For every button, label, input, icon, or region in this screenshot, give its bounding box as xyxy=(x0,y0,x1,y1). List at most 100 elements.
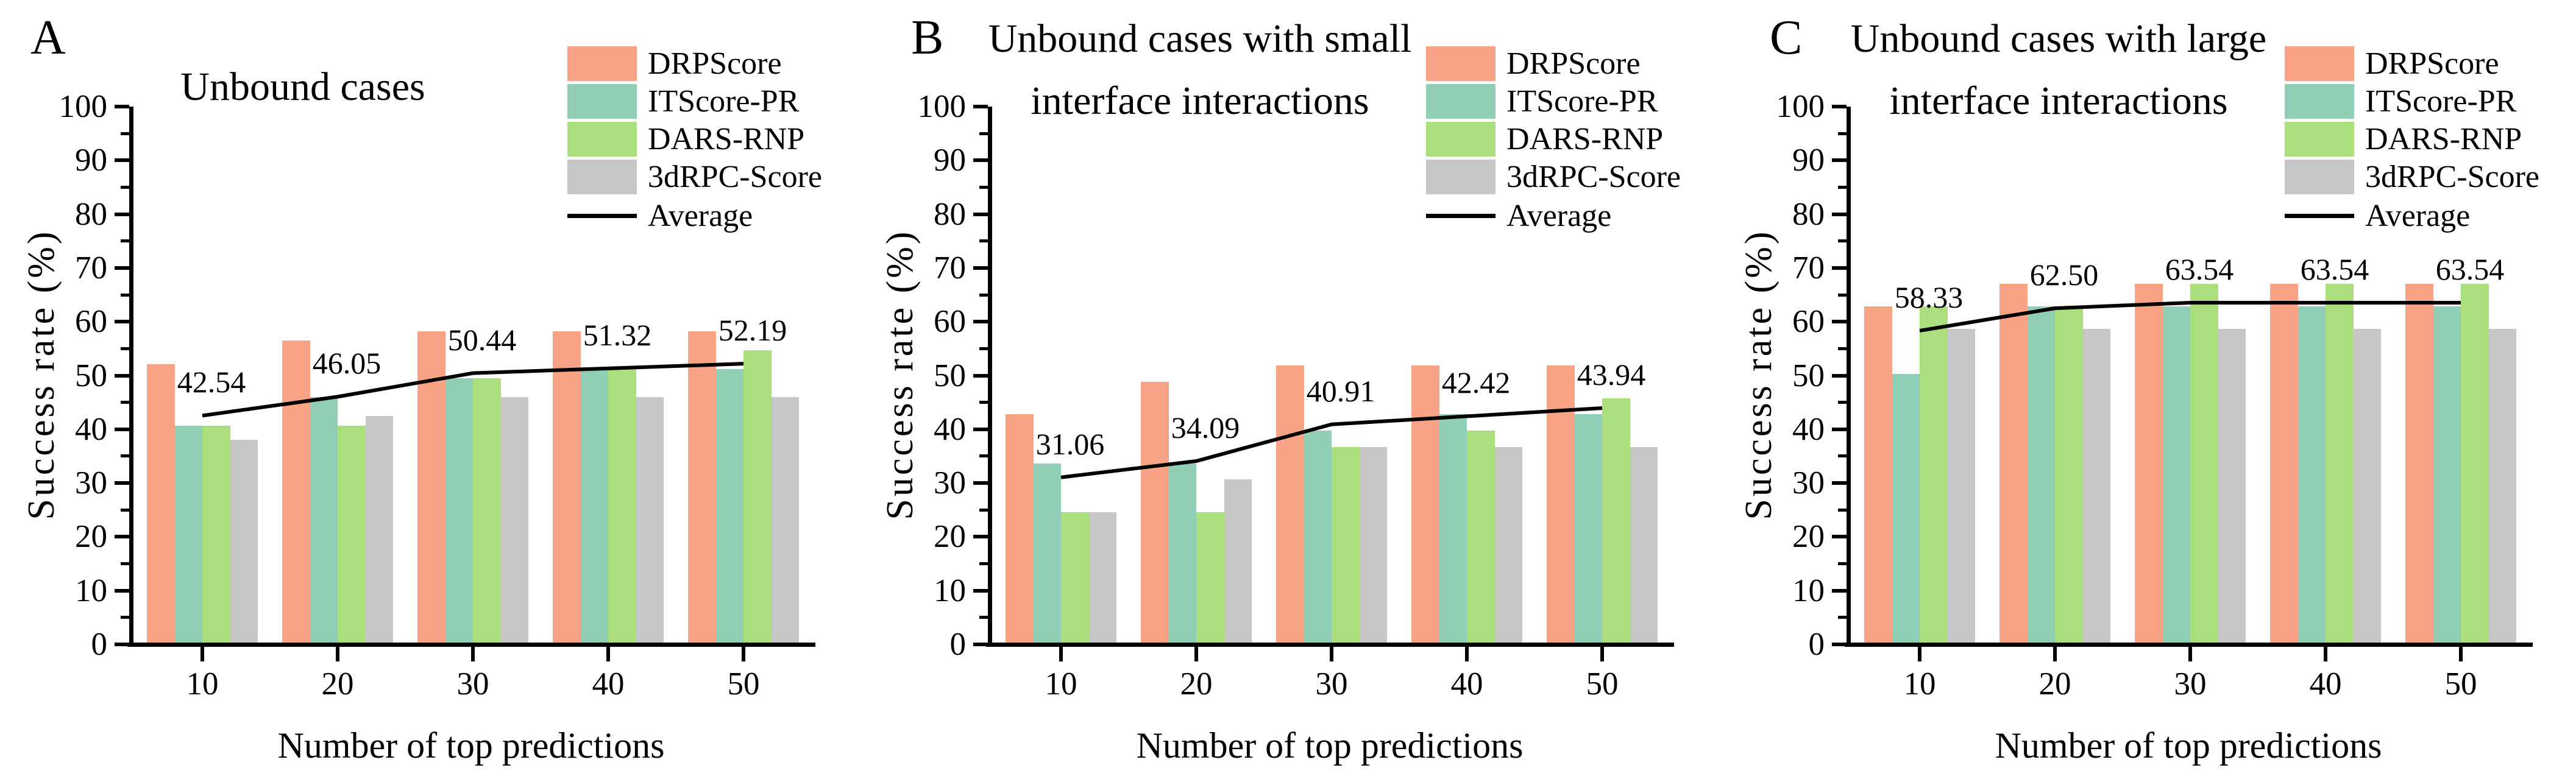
average-value-label: 52.19 xyxy=(718,313,787,348)
legend-label: 3dRPC-Score xyxy=(2365,160,2539,194)
legend-item-dars-rnp: DARS-RNP xyxy=(567,122,804,157)
average-value-label: 34.09 xyxy=(1171,410,1240,445)
y-tick-major xyxy=(1832,481,1847,485)
bar-itscore-pr-50 xyxy=(1574,414,1602,643)
bar-dars-rnp-10 xyxy=(1061,512,1089,643)
panel-b: B Unbound cases with small interface inter… xyxy=(859,0,1717,779)
bar-drpscore-40 xyxy=(2270,284,2298,643)
y-tick-label: 30 xyxy=(934,465,966,501)
bar-3drpc-score-30 xyxy=(2218,328,2246,643)
x-tick-label: 10 xyxy=(186,666,219,702)
x-tick-label: 30 xyxy=(456,666,489,702)
y-tick-label: 30 xyxy=(75,465,107,501)
y-tick-label: 0 xyxy=(91,627,108,662)
y-tick-minor xyxy=(979,293,988,297)
legend-swatch-dars-rnp xyxy=(2285,122,2354,157)
y-tick-minor xyxy=(121,401,129,404)
bar-3drpc-score-10 xyxy=(1947,328,1975,643)
y-tick-minor xyxy=(121,239,129,243)
x-axis-line xyxy=(127,643,815,647)
y-tick-minor xyxy=(1838,562,1847,566)
x-tick-label: 10 xyxy=(1045,666,1077,702)
x-tick-label: 20 xyxy=(2038,666,2071,702)
bar-dars-rnp-30 xyxy=(2190,284,2218,643)
y-tick-label: 20 xyxy=(934,519,966,555)
y-tick-label: 30 xyxy=(1792,465,1825,501)
y-tick-minor xyxy=(121,454,129,458)
bar-3drpc-score-20 xyxy=(2082,328,2110,643)
average-value-label: 40.91 xyxy=(1306,373,1375,408)
legend-item-average: Average xyxy=(2285,199,2470,233)
average-value-label: 63.54 xyxy=(2435,252,2505,286)
x-axis-label: Number of top predictions xyxy=(1995,725,2382,766)
y-axis-label: Success rate (%) xyxy=(879,229,921,520)
y-tick-major xyxy=(115,212,129,216)
bar-3drpc-score-10 xyxy=(230,439,258,643)
x-tick-label: 50 xyxy=(2444,666,2477,702)
y-tick-minor xyxy=(979,401,988,404)
x-tick xyxy=(2324,647,2327,661)
bar-drpscore-30 xyxy=(2135,284,2163,643)
bar-3drpc-score-30 xyxy=(1359,446,1387,643)
legend-item-3drpc-score: 3dRPC-Score xyxy=(2285,160,2539,194)
bar-itscore-pr-20 xyxy=(2027,306,2055,643)
y-tick-major xyxy=(973,643,988,646)
x-tick xyxy=(1918,647,1921,661)
y-tick-label: 40 xyxy=(1792,411,1825,447)
y-tick-major xyxy=(115,373,129,378)
legend-swatch-3drpc-score xyxy=(1426,160,1496,194)
y-tick-label: 100 xyxy=(1776,89,1825,124)
bar-drpscore-10 xyxy=(147,364,175,643)
y-tick-minor xyxy=(1838,185,1847,189)
y-tick-label: 50 xyxy=(75,358,107,393)
y-tick-minor xyxy=(121,562,129,566)
y-tick-major xyxy=(115,588,129,593)
y-tick-label: 50 xyxy=(934,358,966,393)
y-tick-label: 20 xyxy=(75,519,107,555)
legend-swatch-drpscore xyxy=(2285,46,2354,81)
y-axis-label: Success rate (%) xyxy=(1738,229,1779,520)
y-tick-major xyxy=(115,643,129,646)
y-tick-minor xyxy=(121,347,129,350)
bar-dars-rnp-30 xyxy=(473,378,501,643)
y-tick-label: 100 xyxy=(917,89,967,124)
legend-swatch-3drpc-score xyxy=(567,160,637,194)
y-tick-label: 60 xyxy=(1792,304,1825,340)
y-tick-major xyxy=(115,320,129,324)
panel-title-line: Unbound cases xyxy=(180,65,425,109)
x-tick xyxy=(742,647,745,661)
bar-dars-rnp-10 xyxy=(1920,306,1948,643)
legend-item-drpscore: DRPScore xyxy=(567,46,782,81)
bar-itscore-pr-30 xyxy=(445,378,473,643)
average-value-label: 58.33 xyxy=(1894,280,1964,314)
x-tick xyxy=(1600,647,1604,661)
legend-label: DRPScore xyxy=(1506,46,1641,81)
x-tick-label: 10 xyxy=(1903,666,1936,702)
y-tick-major xyxy=(115,427,129,431)
bar-3drpc-score-30 xyxy=(500,397,528,643)
x-tick xyxy=(200,647,204,661)
legend-swatch-dars-rnp xyxy=(567,122,637,157)
average-value-label: 63.54 xyxy=(2165,252,2234,286)
y-tick-label: 20 xyxy=(1792,519,1825,555)
y-axis-line xyxy=(1847,107,1851,647)
y-tick-major xyxy=(973,535,988,539)
y-tick-major xyxy=(1832,588,1847,593)
bar-3drpc-score-20 xyxy=(365,416,393,643)
panel-a: A Unbound cases 0 10 20 30 40 50 60 70 80 90 100 42.5… xyxy=(0,0,859,779)
legend-label: DARS-RNP xyxy=(2365,122,2522,157)
bar-itscore-pr-50 xyxy=(2433,306,2461,643)
bar-itscore-pr-20 xyxy=(310,397,338,643)
average-value-label: 42.42 xyxy=(1441,365,1511,400)
x-tick xyxy=(1465,647,1469,661)
bar-dars-rnp-30 xyxy=(1332,446,1360,643)
bar-drpscore-50 xyxy=(688,331,716,643)
y-tick-label: 80 xyxy=(934,196,966,232)
y-tick-minor xyxy=(121,293,129,297)
y-tick-major xyxy=(973,212,988,216)
y-tick-label: 10 xyxy=(1792,573,1825,608)
y-tick-minor xyxy=(1838,508,1847,512)
y-tick-label: 0 xyxy=(1808,627,1825,662)
x-tick-label: 40 xyxy=(1450,666,1483,702)
y-tick-label: 10 xyxy=(75,573,107,608)
